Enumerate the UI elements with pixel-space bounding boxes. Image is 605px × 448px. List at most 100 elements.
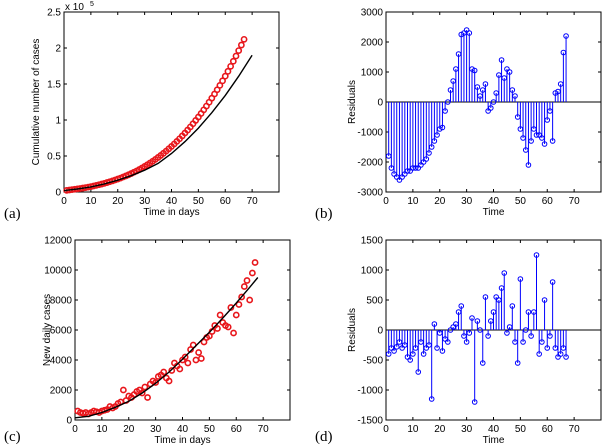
y-tick-label: 12000	[44, 236, 72, 247]
data-point	[232, 311, 240, 319]
stem-marker	[514, 360, 521, 366]
data-point	[165, 377, 173, 385]
y-tick-label: 8000	[50, 296, 73, 307]
stem-marker	[563, 33, 569, 39]
x-axis-label: Time	[483, 435, 505, 446]
x-tick-label: 20	[123, 424, 135, 435]
y-tick-label: -1000	[357, 128, 383, 139]
y-tick-label: 500	[366, 296, 383, 307]
x-tick-label: 0	[61, 196, 67, 207]
stem-marker	[525, 309, 532, 315]
x-tick-label: 10	[96, 424, 108, 435]
x-tick-label: 30	[150, 424, 162, 435]
x-axis-label: Time in days	[143, 207, 199, 218]
y-tick-label: 1	[55, 116, 61, 127]
y-tick-label: 4000	[50, 356, 73, 367]
data-point	[119, 386, 127, 394]
y-tick-label: 0.5	[47, 152, 61, 163]
chart-panel-b: 0 10 20 30 40 50 60 70 -3000 -2000 -1000 0 1000 2000 3…	[315, 8, 602, 222]
stem-marker	[541, 297, 548, 303]
chart-panel-c: 0 10 20 30 40 50 60 70 0 2000 4000 6000 8000 10000 120…	[4, 236, 291, 446]
data-point	[195, 349, 203, 356]
data-point	[141, 383, 149, 391]
data-point	[216, 311, 224, 319]
y-tick-label: 1500	[361, 236, 384, 247]
stem-marker	[471, 399, 478, 405]
stem-marker	[528, 138, 534, 144]
stem-marker	[434, 345, 440, 351]
y-tick-label: -3000	[357, 188, 383, 199]
stem-marker	[498, 57, 505, 63]
stem-marker	[420, 351, 427, 357]
y-tick-label: 0	[66, 416, 72, 427]
x-tick-label: 30	[139, 196, 151, 207]
stem-marker	[431, 321, 438, 327]
x-tick-label: 60	[542, 424, 554, 435]
stem-marker	[474, 318, 481, 324]
x-tick-label: 40	[166, 196, 178, 207]
stem-marker	[445, 339, 451, 345]
x-tick-label: 50	[204, 424, 216, 435]
y-tick-label: -1000	[357, 386, 383, 397]
stem-marker	[482, 294, 489, 300]
stem-marker	[557, 351, 564, 357]
stem-marker	[439, 348, 446, 354]
y-tick-label: -2000	[357, 158, 383, 169]
stem-marker	[488, 105, 494, 111]
data-point	[227, 304, 235, 311]
data-point	[181, 353, 189, 361]
stem-marker	[442, 108, 448, 114]
x-tick-label: 20	[112, 196, 124, 207]
x-tick-label: 30	[461, 424, 473, 435]
stem-marker	[517, 276, 524, 282]
stem-marker	[469, 66, 475, 72]
stem-marker	[428, 144, 435, 150]
data-point	[240, 283, 248, 290]
data-point	[152, 379, 160, 386]
stem-marker	[547, 333, 553, 339]
stem-marker	[407, 357, 413, 363]
y-tick-label: 0	[377, 98, 383, 109]
data-point	[230, 329, 237, 337]
stem-marker	[509, 303, 516, 309]
stem-marker	[533, 252, 540, 258]
data-point	[246, 296, 254, 304]
x-tick-label: 50	[193, 196, 205, 207]
x-tick-label: 40	[488, 196, 500, 207]
data-point	[240, 35, 248, 43]
x-tick-label: 10	[407, 424, 419, 435]
stem-marker	[544, 345, 551, 351]
stem-marker	[434, 132, 440, 138]
stem-marker	[501, 270, 508, 276]
stem-marker	[410, 351, 416, 357]
stem-marker	[415, 369, 422, 375]
x-axis-label: Time	[483, 207, 505, 218]
stem-marker	[541, 141, 548, 147]
data-point	[197, 355, 205, 362]
panel-label: (b)	[315, 206, 333, 222]
data-point	[144, 394, 151, 401]
x-tick-label: 10	[85, 196, 97, 207]
data-point	[251, 259, 259, 266]
y-axis-label: Cumulative number of cases	[31, 39, 42, 166]
stem-marker	[463, 339, 470, 345]
data-point	[235, 301, 243, 308]
x-tick-label: 60	[220, 196, 232, 207]
stem-marker	[426, 150, 432, 156]
y-axis-label: New daily cases	[42, 294, 53, 366]
data-point	[243, 277, 251, 284]
y-multiplier: x 10	[65, 2, 84, 13]
stem-marker	[466, 30, 473, 36]
stem-marker	[436, 126, 443, 132]
stem-marker	[469, 315, 475, 321]
stem-marker	[528, 333, 534, 339]
x-tick-label: 70	[247, 196, 259, 207]
fit-curve	[63, 54, 253, 192]
data-point	[229, 57, 237, 65]
stem-marker	[428, 396, 435, 402]
y-tick-label: 2	[55, 44, 61, 55]
stem-marker	[525, 162, 532, 168]
y-tick-label: 3000	[361, 8, 384, 19]
stem-marker	[391, 348, 397, 354]
